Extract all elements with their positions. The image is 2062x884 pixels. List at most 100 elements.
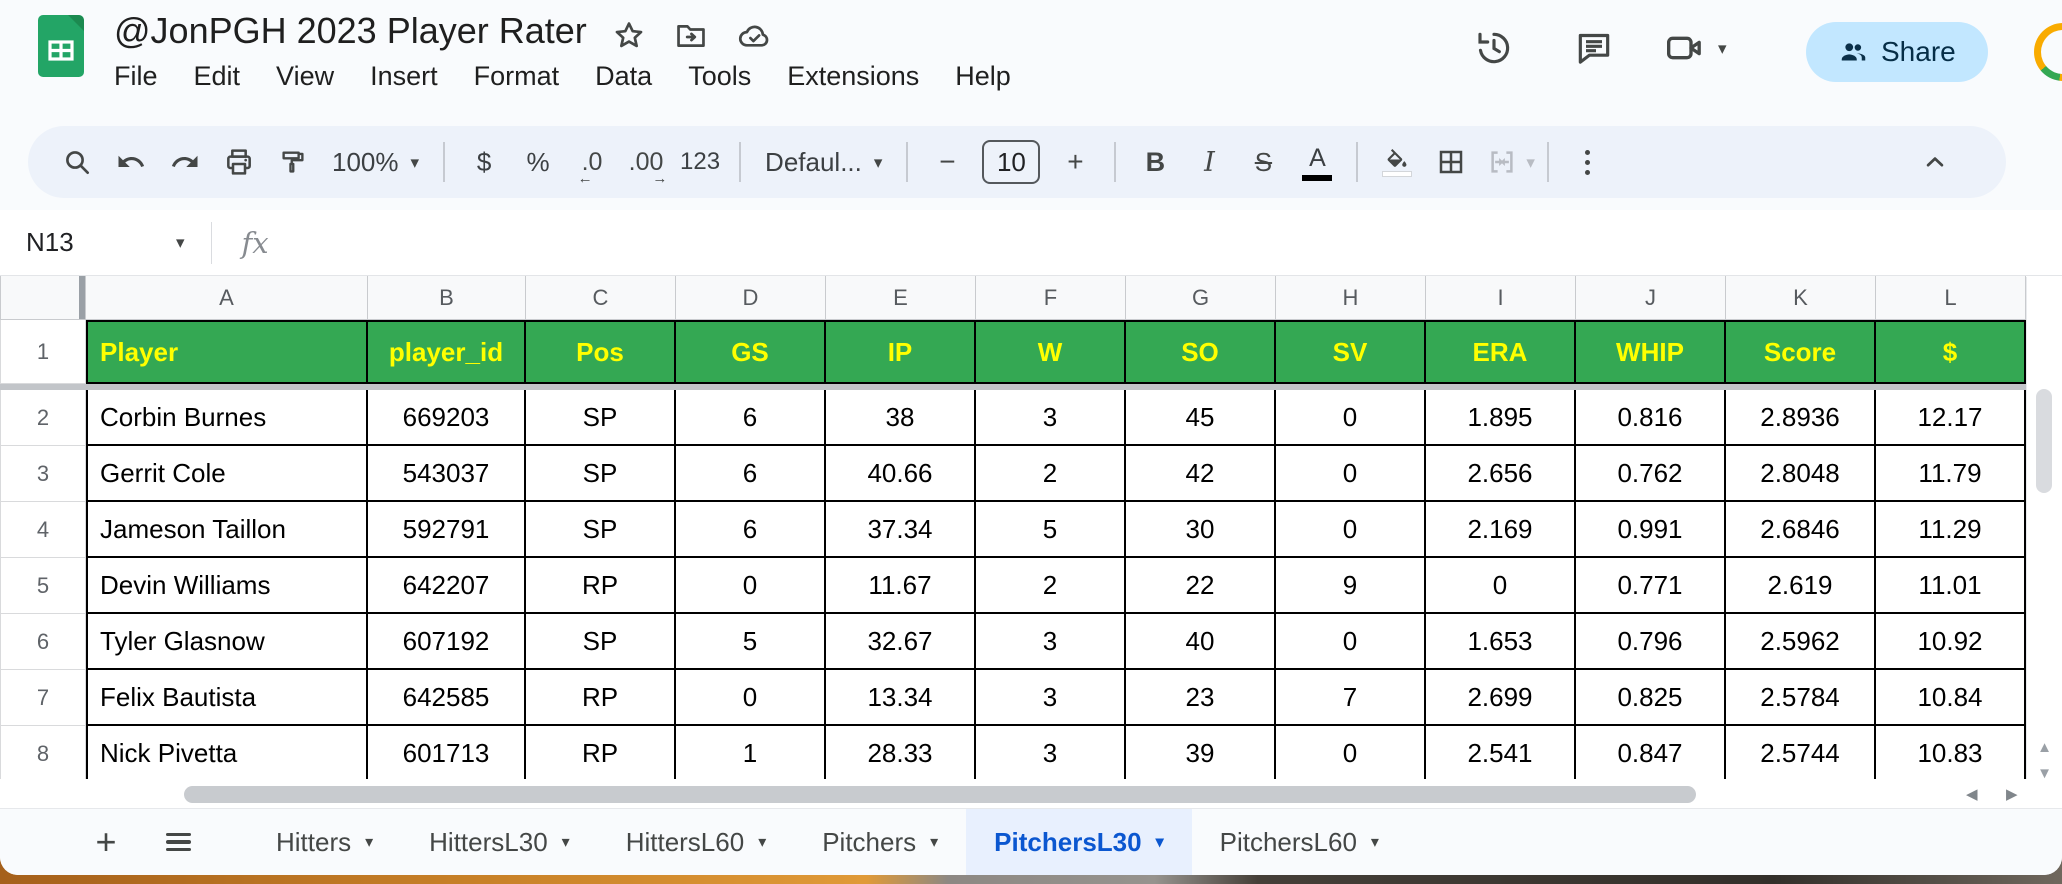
star-icon[interactable] [612,19,646,53]
cell[interactable]: 10.92 [1876,614,2026,670]
vertical-scrollbar[interactable]: ▲ ▼ [2026,277,2062,782]
cell[interactable]: 3 [976,614,1126,670]
cell[interactable]: 2.5744 [1726,726,1876,782]
cell[interactable]: 22 [1126,558,1276,614]
column-header-H[interactable]: H [1276,276,1426,320]
column-header-A[interactable]: A [86,276,368,320]
cell[interactable]: SP [526,390,676,446]
cell[interactable]: WHIP [1576,320,1726,384]
menu-view[interactable]: View [276,61,335,91]
cell[interactable]: 3 [976,726,1126,782]
cell[interactable]: 7 [1276,670,1426,726]
tab-caret-icon[interactable]: ▾ [758,834,767,851]
cell[interactable]: 3 [976,390,1126,446]
cell[interactable]: SO [1126,320,1276,384]
menu-insert[interactable]: Insert [370,61,438,91]
sheet-tab-hitters[interactable]: Hitters ▾ [248,809,401,875]
cell[interactable]: 1 [676,726,826,782]
scroll-right-icon[interactable]: ▶ [2006,786,2018,803]
cell[interactable]: 39 [1126,726,1276,782]
row-header-6[interactable]: 6 [0,614,86,670]
tab-caret-icon[interactable]: ▾ [365,834,374,851]
italic-button[interactable]: I [1204,146,1215,178]
cell[interactable]: 0.847 [1576,726,1726,782]
cell[interactable]: 0.991 [1576,502,1726,558]
cell[interactable]: SP [526,614,676,670]
cell[interactable]: RP [526,558,676,614]
decrease-font-size-button[interactable]: − [939,146,956,177]
cell[interactable]: 543037 [368,446,526,502]
share-button[interactable]: Share [1806,22,1988,82]
row-header-5[interactable]: 5 [0,558,86,614]
increase-decimal-button[interactable]: .00 → [628,147,668,187]
cell[interactable]: 30 [1126,502,1276,558]
cell[interactable]: Felix Bautista [86,670,368,726]
cell[interactable]: 0 [1276,502,1426,558]
cell[interactable]: 607192 [368,614,526,670]
strikethrough-button[interactable]: S [1254,146,1273,177]
cell[interactable]: 0 [1276,726,1426,782]
increase-font-size-button[interactable]: + [1067,146,1084,177]
print-button[interactable] [214,135,264,189]
tab-caret-icon[interactable]: ▾ [930,834,939,851]
cell[interactable]: 11.29 [1876,502,2026,558]
cell[interactable]: 6 [676,390,826,446]
tab-caret-icon[interactable]: ▾ [1155,834,1164,851]
sheet-tab-pitchersl60[interactable]: PitchersL60 ▾ [1192,809,1407,875]
cell[interactable]: SV [1276,320,1426,384]
cell[interactable]: 2 [976,446,1126,502]
column-header-C[interactable]: C [526,276,676,320]
select-all-corner[interactable] [0,276,86,320]
column-header-J[interactable]: J [1576,276,1726,320]
row-header-2[interactable]: 2 [0,390,86,446]
scroll-left-icon[interactable]: ◀ [1966,786,1978,803]
cell[interactable]: GS [676,320,826,384]
move-to-folder-icon[interactable] [674,19,708,53]
cell[interactable]: SP [526,446,676,502]
merge-cells-button[interactable] [1480,135,1524,189]
cell[interactable]: 12.17 [1876,390,2026,446]
cell[interactable]: 11.01 [1876,558,2026,614]
column-header-F[interactable]: F [976,276,1126,320]
cell[interactable]: 23 [1126,670,1276,726]
horizontal-scrollbar[interactable]: ◀ ▶ [0,779,2062,809]
cell[interactable]: 11.67 [826,558,976,614]
cell[interactable]: 1.895 [1426,390,1576,446]
cell[interactable]: 40.66 [826,446,976,502]
cell[interactable]: 0 [676,670,826,726]
fill-color-button[interactable] [1372,135,1422,189]
cell[interactable]: 10.84 [1876,670,2026,726]
cell[interactable]: SP [526,502,676,558]
cell[interactable]: W [976,320,1126,384]
text-color-button[interactable]: A [1292,135,1342,189]
row-header-1[interactable]: 1 [0,320,86,384]
cell[interactable]: 28.33 [826,726,976,782]
cell[interactable]: 6 [676,446,826,502]
cell[interactable]: 1.653 [1426,614,1576,670]
sheet-tab-pitchersl30[interactable]: PitchersL30 ▾ [966,809,1192,875]
redo-button[interactable] [160,135,210,189]
scroll-down-icon[interactable]: ▼ [2037,765,2052,782]
hide-menus-button[interactable] [1910,135,1960,189]
font-family-control[interactable]: Defaul... ▾ [753,147,894,178]
sheet-tab-hittersl30[interactable]: HittersL30 ▾ [401,809,598,875]
cell[interactable]: Nick Pivetta [86,726,368,782]
name-box-caret-icon[interactable]: ▾ [176,233,185,252]
cell[interactable]: Jameson Taillon [86,502,368,558]
frozen-panes-handle[interactable] [79,276,85,319]
menu-help[interactable]: Help [955,61,1011,91]
sheet-tab-hittersl60[interactable]: HittersL60 ▾ [598,809,795,875]
cell[interactable]: ERA [1426,320,1576,384]
row-header-7[interactable]: 7 [0,670,86,726]
cell[interactable]: IP [826,320,976,384]
cell[interactable]: Tyler Glasnow [86,614,368,670]
cell[interactable]: 2.8936 [1726,390,1876,446]
cell[interactable]: 2.619 [1726,558,1876,614]
cell[interactable]: 0.825 [1576,670,1726,726]
cell[interactable]: player_id [368,320,526,384]
cell[interactable]: 2.656 [1426,446,1576,502]
cell[interactable]: 592791 [368,502,526,558]
cell[interactable]: 11.79 [1876,446,2026,502]
column-header-E[interactable]: E [826,276,976,320]
format-percent-button[interactable]: % [526,146,550,177]
